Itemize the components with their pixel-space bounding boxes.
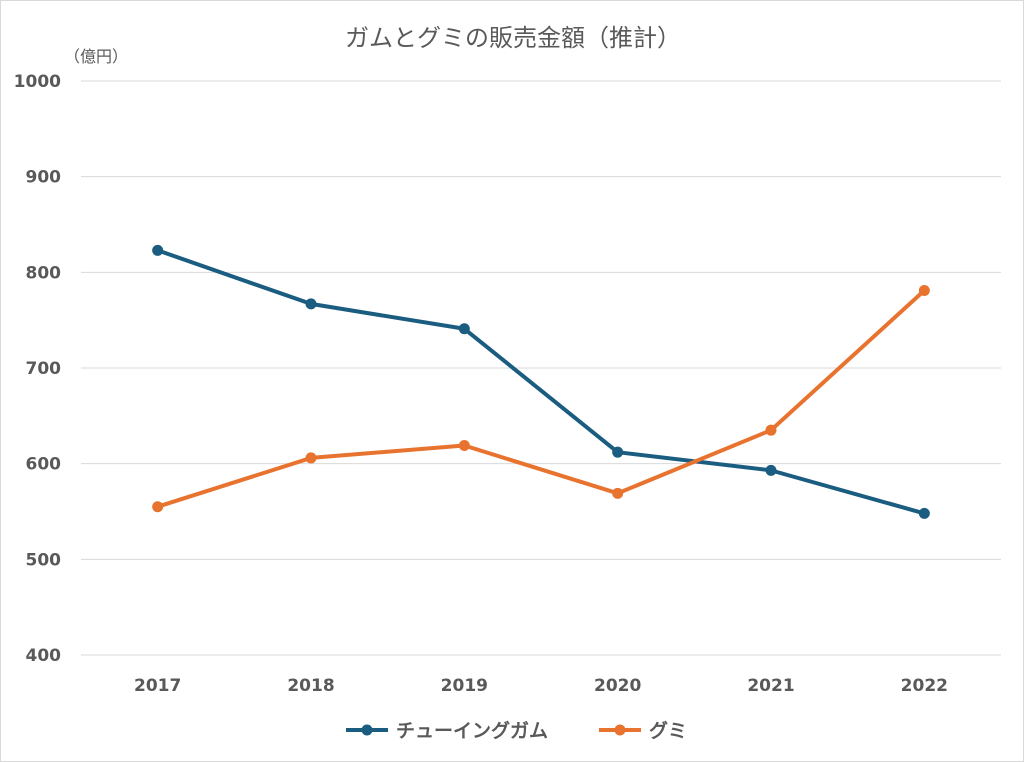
y-tick-label: 600 xyxy=(26,455,62,475)
data-point xyxy=(458,439,470,451)
x-tick-label: 2022 xyxy=(901,676,948,696)
x-tick-label: 2020 xyxy=(594,676,641,696)
data-point xyxy=(612,487,624,499)
y-axis-unit-label: （億円） xyxy=(64,47,128,66)
data-point xyxy=(305,452,317,464)
x-tick-label: 2019 xyxy=(441,676,488,696)
data-point xyxy=(152,501,164,513)
legend-item: チューイングガム xyxy=(346,719,548,742)
y-axis-ticks: 1000 900 800 700 600 500 400 xyxy=(14,72,61,666)
legend-marker xyxy=(614,724,626,736)
y-tick-label: 400 xyxy=(26,646,62,666)
y-tick-label: 500 xyxy=(26,550,62,570)
x-axis-ticks: 2017 2018 2019 2020 2021 2022 xyxy=(134,676,948,696)
data-point xyxy=(305,298,317,310)
x-tick-label: 2018 xyxy=(287,676,334,696)
legend-marker xyxy=(361,724,373,736)
y-tick-label: 800 xyxy=(26,263,62,283)
data-point xyxy=(918,507,930,519)
grid-lines xyxy=(81,80,1001,656)
series-line xyxy=(155,248,927,516)
legend: チューイングガム グミ xyxy=(346,719,687,742)
legend-item: グミ xyxy=(599,719,687,742)
chart-title: ガムとグミの販売金額（推計） xyxy=(345,24,681,52)
data-point xyxy=(612,446,624,458)
x-tick-label: 2021 xyxy=(747,676,794,696)
series-2 xyxy=(152,285,930,513)
series-1 xyxy=(152,244,930,519)
series-line xyxy=(155,288,927,509)
legend-label: チューイングガム xyxy=(396,719,548,742)
data-point xyxy=(765,424,777,436)
y-tick-label: 700 xyxy=(26,359,62,379)
legend-label: グミ xyxy=(649,719,687,742)
data-point xyxy=(765,464,777,476)
data-point xyxy=(458,323,470,335)
x-tick-label: 2017 xyxy=(134,676,181,696)
data-point xyxy=(152,244,164,256)
y-tick-label: 900 xyxy=(26,168,62,188)
data-point xyxy=(918,285,930,297)
series-layer xyxy=(152,244,930,519)
y-tick-label: 1000 xyxy=(14,72,61,92)
